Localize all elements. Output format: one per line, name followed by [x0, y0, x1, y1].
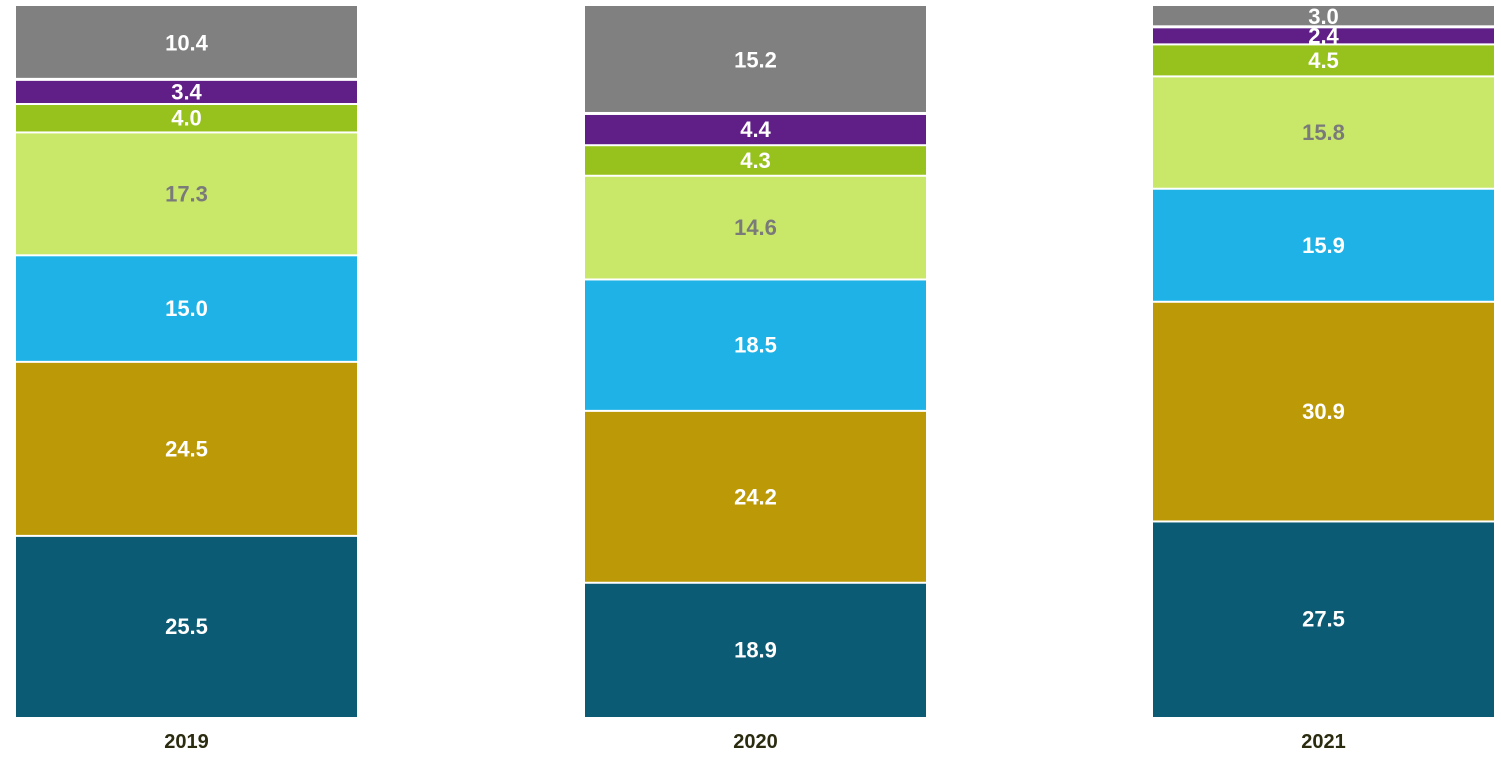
bar-segment-2019-5 — [16, 105, 357, 132]
bar-segment-2019-6 — [16, 80, 357, 104]
bar-segment-2019-7 — [16, 6, 357, 78]
data-label-2020-6: 4.4 — [740, 117, 771, 142]
bar-segment-2020-4 — [585, 176, 926, 279]
bar-segment-2021-5 — [1153, 45, 1494, 76]
data-label-2020-1: 18.9 — [734, 637, 777, 662]
data-label-2021-6: 2.4 — [1308, 23, 1339, 48]
data-label-2020-5: 4.3 — [740, 148, 771, 173]
data-label-2019-3: 15.0 — [165, 296, 208, 321]
data-label-2020-3: 18.5 — [734, 333, 777, 358]
bar-segment-2021-1 — [1153, 522, 1494, 717]
bar-segment-2020-3 — [585, 280, 926, 410]
data-label-2021-3: 15.9 — [1302, 233, 1345, 258]
data-label-2021-1: 27.5 — [1302, 607, 1345, 632]
data-label-2019-7: 10.4 — [165, 30, 209, 55]
data-label-2021-4: 15.8 — [1302, 120, 1345, 145]
x-tick-label-2021: 2021 — [1301, 731, 1346, 753]
data-label-2020-7: 15.2 — [734, 47, 777, 72]
bar-segment-2020-6 — [585, 114, 926, 145]
bar-segment-2019-1 — [16, 536, 357, 717]
x-tick-label-2020: 2020 — [733, 731, 778, 753]
data-label-2021-5: 4.5 — [1308, 48, 1339, 73]
bar-segment-2020-1 — [585, 583, 926, 717]
data-label-2021-2: 30.9 — [1302, 399, 1345, 424]
data-label-2019-4: 17.3 — [165, 181, 208, 206]
bar-segment-2020-7 — [585, 6, 926, 112]
bar-segment-2019-3 — [16, 256, 357, 361]
data-label-2019-5: 4.0 — [171, 106, 202, 131]
bar-segment-2019-4 — [16, 133, 357, 255]
bar-segment-2021-7 — [1153, 6, 1494, 26]
data-label-2019-1: 25.5 — [165, 614, 208, 639]
bar-segment-2019-2 — [16, 362, 357, 535]
bar-segment-2021-6 — [1153, 28, 1494, 44]
data-label-2019-2: 24.5 — [165, 436, 208, 461]
x-tick-label-2019: 2019 — [164, 731, 209, 753]
bar-segment-2021-3 — [1153, 189, 1494, 301]
bar-segment-2021-2 — [1153, 302, 1494, 521]
bar-segment-2020-2 — [585, 411, 926, 582]
bar-segment-2021-4 — [1153, 77, 1494, 188]
bar-segment-2020-5 — [585, 146, 926, 175]
data-label-2020-2: 24.2 — [734, 484, 777, 509]
data-label-2020-4: 14.6 — [734, 215, 777, 240]
data-label-2021-7: 3.0 — [1308, 4, 1339, 29]
data-label-2019-6: 3.4 — [171, 79, 202, 104]
